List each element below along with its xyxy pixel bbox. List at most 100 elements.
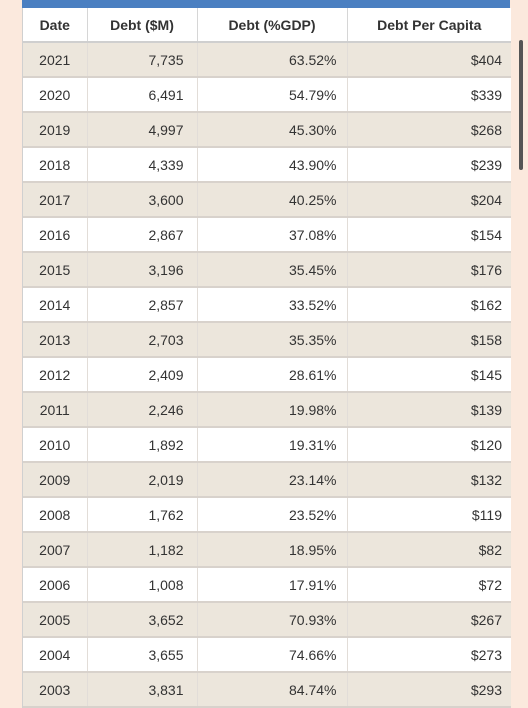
cell-debt-millions: 1,008: [87, 567, 198, 603]
table-row: 2004 3,655 74.66% $273: [23, 637, 511, 673]
cell-debt-millions: 7,735: [87, 42, 198, 78]
cell-debt-millions: 4,997: [87, 112, 198, 148]
cell-debt-per-capita: $158: [347, 322, 511, 358]
cell-date: 2011: [23, 392, 88, 428]
cell-debt-gdp: 35.35%: [197, 322, 348, 358]
cell-date: 2021: [23, 42, 88, 78]
cell-date: 2003: [23, 672, 88, 708]
cell-date: 2018: [23, 147, 88, 183]
cell-debt-millions: 3,196: [87, 252, 198, 288]
column-header-debt-per-capita[interactable]: Debt Per Capita: [347, 8, 511, 43]
cell-date: 2007: [23, 532, 88, 568]
cell-date: 2014: [23, 287, 88, 323]
cell-debt-millions: 1,762: [87, 497, 198, 533]
cell-debt-per-capita: $120: [347, 427, 511, 463]
cell-date: 2005: [23, 602, 88, 638]
table-row: 2008 1,762 23.52% $119: [23, 497, 511, 533]
cell-debt-per-capita: $204: [347, 182, 511, 218]
cell-date: 2016: [23, 217, 88, 253]
cell-date: 2010: [23, 427, 88, 463]
table-row: 2010 1,892 19.31% $120: [23, 427, 511, 463]
cell-debt-millions: 3,600: [87, 182, 198, 218]
table-row: 2014 2,857 33.52% $162: [23, 287, 511, 323]
cell-debt-gdp: 43.90%: [197, 147, 348, 183]
cell-debt-per-capita: $162: [347, 287, 511, 323]
table-row: 2011 2,246 19.98% $139: [23, 392, 511, 428]
cell-debt-millions: 4,339: [87, 147, 198, 183]
cell-debt-millions: 1,182: [87, 532, 198, 568]
table-title-bar: [22, 0, 510, 8]
cell-debt-gdp: 37.08%: [197, 217, 348, 253]
column-header-date[interactable]: Date: [23, 8, 88, 43]
scrollbar-thumb[interactable]: [519, 40, 523, 170]
table-row: 2005 3,652 70.93% $267: [23, 602, 511, 638]
table-row: 2007 1,182 18.95% $82: [23, 532, 511, 568]
cell-date: 2020: [23, 77, 88, 113]
cell-debt-millions: 2,867: [87, 217, 198, 253]
cell-debt-gdp: 23.52%: [197, 497, 348, 533]
column-header-debt-gdp[interactable]: Debt (%GDP): [197, 8, 348, 43]
cell-debt-gdp: 74.66%: [197, 637, 348, 673]
cell-debt-gdp: 40.25%: [197, 182, 348, 218]
cell-debt-per-capita: $82: [347, 532, 511, 568]
cell-debt-gdp: 23.14%: [197, 462, 348, 498]
cell-debt-per-capita: $139: [347, 392, 511, 428]
cell-debt-per-capita: $293: [347, 672, 511, 708]
cell-debt-millions: 3,655: [87, 637, 198, 673]
table-row: 2006 1,008 17.91% $72: [23, 567, 511, 603]
cell-debt-gdp: 17.91%: [197, 567, 348, 603]
cell-debt-gdp: 84.74%: [197, 672, 348, 708]
table-row: 2018 4,339 43.90% $239: [23, 147, 511, 183]
table-row: 2020 6,491 54.79% $339: [23, 77, 511, 113]
cell-debt-gdp: 19.98%: [197, 392, 348, 428]
cell-date: 2008: [23, 497, 88, 533]
cell-debt-millions: 2,857: [87, 287, 198, 323]
table-row: 2012 2,409 28.61% $145: [23, 357, 511, 393]
debt-table-container: Date Debt ($M) Debt (%GDP) Debt Per Capi…: [22, 8, 511, 708]
cell-date: 2017: [23, 182, 88, 218]
cell-debt-gdp: 28.61%: [197, 357, 348, 393]
cell-date: 2013: [23, 322, 88, 358]
cell-debt-gdp: 54.79%: [197, 77, 348, 113]
cell-debt-gdp: 33.52%: [197, 287, 348, 323]
cell-debt-millions: 1,892: [87, 427, 198, 463]
cell-debt-millions: 2,246: [87, 392, 198, 428]
table-row: 2009 2,019 23.14% $132: [23, 462, 511, 498]
cell-debt-millions: 2,703: [87, 322, 198, 358]
cell-debt-per-capita: $268: [347, 112, 511, 148]
table-header-row: Date Debt ($M) Debt (%GDP) Debt Per Capi…: [23, 8, 511, 43]
table-row: 2013 2,703 35.35% $158: [23, 322, 511, 358]
column-header-debt-millions[interactable]: Debt ($M): [87, 8, 198, 43]
cell-debt-gdp: 70.93%: [197, 602, 348, 638]
cell-debt-millions: 6,491: [87, 77, 198, 113]
cell-debt-millions: 3,831: [87, 672, 198, 708]
table-row: 2021 7,735 63.52% $404: [23, 42, 511, 78]
cell-date: 2015: [23, 252, 88, 288]
cell-date: 2012: [23, 357, 88, 393]
cell-debt-gdp: 35.45%: [197, 252, 348, 288]
table-row: 2003 3,831 84.74% $293: [23, 672, 511, 708]
cell-debt-millions: 3,652: [87, 602, 198, 638]
cell-debt-per-capita: $404: [347, 42, 511, 78]
table-row: 2019 4,997 45.30% $268: [23, 112, 511, 148]
cell-debt-gdp: 45.30%: [197, 112, 348, 148]
cell-debt-gdp: 19.31%: [197, 427, 348, 463]
debt-table: Date Debt ($M) Debt (%GDP) Debt Per Capi…: [23, 8, 511, 708]
cell-debt-per-capita: $145: [347, 357, 511, 393]
cell-date: 2004: [23, 637, 88, 673]
table-row: 2017 3,600 40.25% $204: [23, 182, 511, 218]
cell-debt-per-capita: $176: [347, 252, 511, 288]
cell-debt-per-capita: $239: [347, 147, 511, 183]
cell-debt-millions: 2,409: [87, 357, 198, 393]
cell-debt-per-capita: $72: [347, 567, 511, 603]
cell-date: 2009: [23, 462, 88, 498]
cell-debt-gdp: 18.95%: [197, 532, 348, 568]
cell-debt-millions: 2,019: [87, 462, 198, 498]
table-row: 2016 2,867 37.08% $154: [23, 217, 511, 253]
table-row: 2015 3,196 35.45% $176: [23, 252, 511, 288]
cell-date: 2019: [23, 112, 88, 148]
cell-debt-per-capita: $132: [347, 462, 511, 498]
cell-debt-per-capita: $119: [347, 497, 511, 533]
cell-debt-gdp: 63.52%: [197, 42, 348, 78]
cell-debt-per-capita: $339: [347, 77, 511, 113]
